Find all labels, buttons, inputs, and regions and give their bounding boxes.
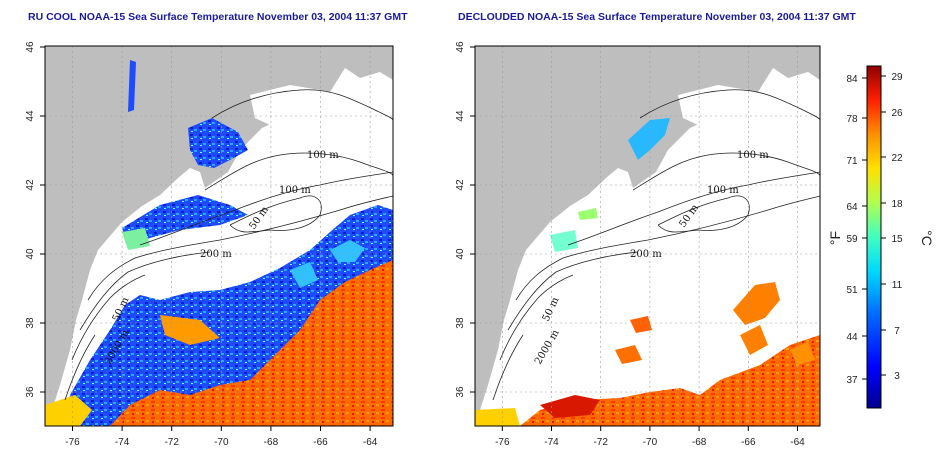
left-sst-map: 100 m 100 m 50 m 200 m 50 m 2000 m -76 -… — [25, 41, 394, 448]
right-contour-label-100m-a: 100 m — [737, 150, 769, 161]
right-contour-label-100m-b: 100 m — [707, 185, 739, 196]
right-lat-tick: 38 — [455, 317, 466, 329]
left-contour-label-100m-b: 100 m — [279, 185, 311, 196]
right-lon-tick: -72 — [593, 437, 608, 448]
colorbar-f-tick: 59 — [846, 234, 858, 245]
left-lat-tick: 46 — [25, 41, 36, 53]
colorbar-c-tick: 15 — [891, 234, 903, 245]
left-map-frame — [44, 45, 394, 427]
right-lon-tick: -64 — [790, 437, 805, 448]
right-lat-tick: 36 — [455, 386, 466, 398]
right-lon-tick: -74 — [544, 437, 559, 448]
right-map-land — [475, 46, 820, 426]
right-lon-tick: -68 — [692, 437, 707, 448]
colorbar-gradient — [866, 65, 882, 409]
left-map-land — [45, 46, 393, 426]
left-lat-tick: 40 — [25, 248, 36, 260]
left-lat-tick: 44 — [25, 110, 36, 122]
colorbar-f-tick: 84 — [846, 74, 858, 85]
colorbar-fahrenheit-label: °F — [827, 231, 843, 245]
right-lat-tick: 44 — [455, 110, 466, 122]
colorbar-f-tick: 78 — [846, 114, 858, 125]
left-map-bathymetry-contours — [64, 89, 393, 401]
temperature-colorbar: 84 78 71 64 59 51 44 37 29 26 22 18 15 1… — [827, 65, 935, 409]
right-lon-axis: -76 -74 -72 -70 -68 -66 -64 — [495, 426, 805, 448]
left-lat-tick: 36 — [25, 386, 36, 398]
left-lon-axis: -76 -74 -72 -70 -68 -66 -64 — [65, 426, 378, 448]
left-lon-tick: -68 — [264, 437, 279, 448]
colorbar-c-tick: 3 — [894, 371, 900, 382]
colorbar-c-tick: 7 — [894, 326, 900, 337]
left-lat-axis: 46 44 42 40 38 36 — [25, 41, 45, 398]
colorbar-c-tick: 26 — [891, 108, 903, 119]
right-map-bathymetry-contours — [492, 89, 820, 401]
right-map-title: DECLOUDED NOAA-15 Sea Surface Temperatur… — [458, 11, 856, 23]
left-contour-label-200m: 200 m — [200, 249, 232, 260]
colorbar-f-tick: 44 — [846, 332, 858, 343]
right-map-sst-cold-patch — [628, 118, 670, 160]
left-lat-tick: 42 — [25, 179, 36, 191]
right-contour-label-200m: 200 m — [630, 249, 662, 260]
left-map-sst-warm — [110, 260, 393, 426]
colorbar-f-tick: 37 — [846, 375, 858, 386]
colorbar-c-tick: 11 — [892, 280, 903, 291]
right-lat-tick: 42 — [455, 179, 466, 191]
colorbar-c-tick: 22 — [891, 153, 903, 164]
right-lat-axis: 46 44 42 40 38 36 — [455, 41, 475, 398]
right-sst-map: 100 m 100 m 50 m 200 m 50 m 2000 m -76 -… — [455, 41, 821, 448]
colorbar-celsius-label: °C — [919, 230, 935, 246]
left-lon-tick: -76 — [65, 437, 80, 448]
left-lon-tick: -66 — [313, 437, 328, 448]
right-lat-tick: 46 — [455, 41, 466, 53]
right-map-frame — [474, 45, 821, 427]
left-map-title: RU COOL NOAA-15 Sea Surface Temperature … — [28, 11, 408, 23]
left-map-sst-cold-shelf — [188, 118, 248, 168]
right-lon-tick: -66 — [741, 437, 756, 448]
left-lon-tick: -72 — [164, 437, 179, 448]
right-lon-tick: -70 — [643, 437, 658, 448]
colorbar-f-tick: 64 — [846, 202, 858, 213]
colorbar-c-tick: 18 — [891, 199, 903, 210]
colorbar-f-tick: 71 — [846, 156, 858, 167]
colorbar-f-tick: 51 — [846, 285, 858, 296]
left-contour-label-100m-a: 100 m — [307, 150, 339, 161]
colorbar-c-tick: 29 — [891, 72, 903, 83]
left-lon-tick: -74 — [115, 437, 130, 448]
right-lat-tick: 40 — [455, 248, 466, 260]
left-lat-tick: 38 — [25, 317, 36, 329]
left-map-land-northeast — [300, 46, 393, 80]
left-lon-tick: -64 — [363, 437, 378, 448]
right-lon-tick: -76 — [495, 437, 510, 448]
left-lon-tick: -70 — [214, 437, 229, 448]
